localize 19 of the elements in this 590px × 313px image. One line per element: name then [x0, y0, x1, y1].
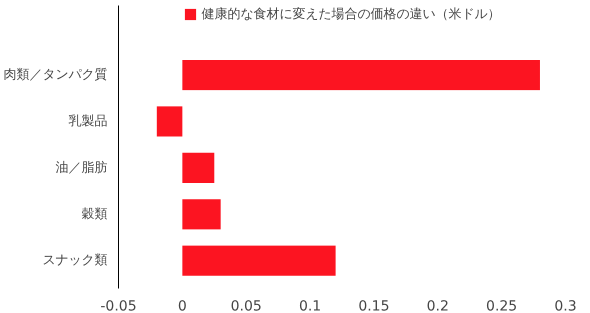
y-tick-label: 乳製品: [68, 114, 108, 129]
y-tick-label: 肉類／タンパク質: [4, 68, 108, 83]
x-tick-label: 0.1: [298, 298, 322, 313]
bar: [182, 60, 540, 90]
bar: [182, 152, 214, 183]
x-tick-label: -0.05: [100, 298, 137, 313]
x-tick-label: 0.05: [230, 298, 262, 313]
legend-label: 健康的な食材に変えた場合の価格の違い（米ドル）: [202, 6, 500, 23]
x-tick-label: 0.25: [486, 298, 518, 313]
x-tick-label: 0: [178, 298, 187, 313]
x-tick-label: 0.3: [554, 298, 577, 313]
y-tick-label: スナック類: [42, 253, 108, 268]
bar: [182, 199, 221, 230]
bar: [182, 246, 336, 276]
x-tick-label: 0.2: [426, 298, 449, 313]
y-tick-label: 油／脂肪: [56, 160, 108, 176]
bar: [156, 106, 182, 137]
x-tick-label: 0.15: [358, 298, 390, 313]
y-tick-label: 穀類: [82, 206, 108, 222]
